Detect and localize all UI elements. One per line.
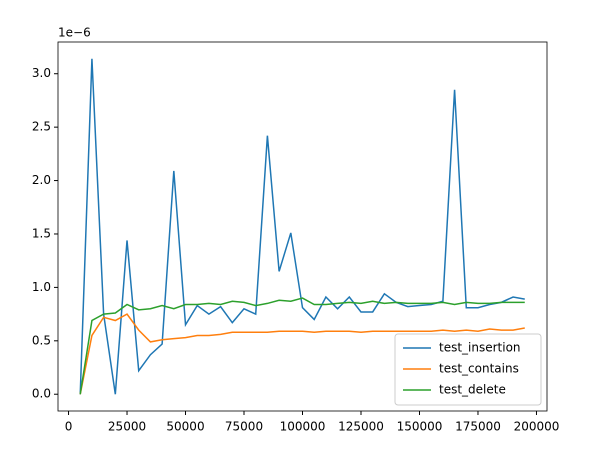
x-tick-label: 200000: [514, 420, 560, 434]
y-tick-label: 2.0: [32, 173, 51, 187]
y-tick-label: 0.0: [32, 387, 51, 401]
x-tick-label: 175000: [455, 420, 501, 434]
line-series: [79, 58, 525, 395]
legend-label: test_insertion: [439, 341, 521, 355]
x-tick-label: 50000: [166, 420, 204, 434]
x-tick-label: 125000: [338, 420, 384, 434]
x-tick-label: 75000: [225, 420, 263, 434]
x-tick-label: 150000: [397, 420, 443, 434]
y-tick-label: 1.0: [32, 280, 51, 294]
x-tick-label: 0: [65, 420, 73, 434]
y-offset-label: 1e−6: [58, 26, 91, 40]
x-tick-label: 100000: [280, 420, 326, 434]
plot-frame: [57, 41, 548, 412]
y-tick-label: 1.5: [32, 226, 51, 240]
legend-label: test_contains: [439, 362, 519, 376]
y-tick-label: 2.5: [32, 120, 51, 134]
line-series: [79, 297, 525, 395]
legend-label: test_delete: [439, 383, 506, 397]
y-tick-label: 3.0: [32, 66, 51, 80]
line-series: [79, 313, 525, 395]
x-tick-label: 25000: [108, 420, 146, 434]
legend-box: [394, 333, 542, 406]
y-tick-label: 0.5: [32, 333, 51, 347]
